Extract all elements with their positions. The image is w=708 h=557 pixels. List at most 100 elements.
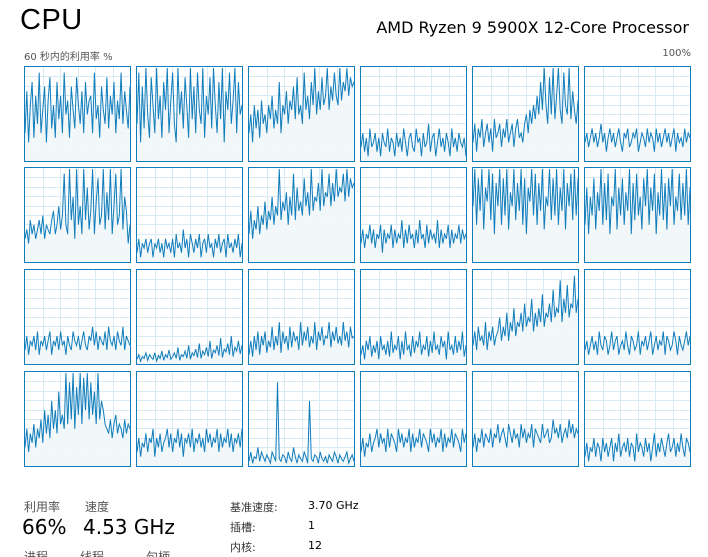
- core-graph-15: [248, 269, 355, 365]
- core-usage-line: [361, 331, 466, 360]
- core-graph-plot: [249, 67, 354, 161]
- core-usage-area: [585, 169, 690, 262]
- core-usage-line: [361, 428, 466, 457]
- core-graph-plot: [585, 168, 690, 262]
- graph-caption: 60 秒内的利用率 %: [24, 52, 113, 63]
- core-usage-line: [137, 229, 242, 258]
- cores-label: 内核:: [230, 541, 256, 554]
- core-graph-1: [24, 66, 131, 162]
- core-graph-plot: [137, 270, 242, 364]
- core-graph-9: [248, 167, 355, 263]
- handles-label: 句柄: [146, 550, 171, 557]
- core-graph-12: [584, 167, 691, 263]
- core-usage-area: [25, 72, 130, 161]
- core-graph-plot: [249, 168, 354, 262]
- core-graph-plot: [473, 270, 578, 364]
- graph-max-label: 100%: [662, 48, 691, 59]
- cores-value: 12: [308, 539, 322, 552]
- core-graph-19: [24, 371, 131, 467]
- core-usage-area: [137, 336, 242, 364]
- core-usage-line: [585, 433, 690, 462]
- core-graph-20: [136, 371, 243, 467]
- sockets-value: 1: [308, 519, 315, 532]
- core-usage-line: [25, 326, 130, 355]
- core-graph-10: [360, 167, 467, 263]
- core-usage-line: [473, 419, 578, 453]
- core-graph-plot: [249, 372, 354, 466]
- core-usage-area: [473, 419, 578, 466]
- core-usage-line: [137, 336, 242, 364]
- core-graph-plot: [473, 67, 578, 161]
- core-graph-14: [136, 269, 243, 365]
- core-usage-line: [473, 168, 578, 235]
- core-graph-18: [584, 269, 691, 365]
- core-usage-area: [473, 68, 578, 161]
- core-graph-plot: [361, 270, 466, 364]
- core-usage-area: [249, 169, 354, 262]
- core-usage-area: [361, 123, 466, 161]
- core-graph-11: [472, 167, 579, 263]
- core-usage-line: [473, 275, 578, 351]
- core-usage-line: [25, 372, 130, 453]
- core-graph-6: [584, 66, 691, 162]
- core-usage-line: [585, 168, 690, 235]
- core-usage-area: [137, 428, 242, 466]
- core-usage-line: [585, 123, 690, 152]
- core-graph-plot: [137, 67, 242, 161]
- core-graph-plot: [585, 67, 690, 161]
- core-graph-plot: [361, 168, 466, 262]
- core-graph-16: [360, 269, 467, 365]
- core-graph-plot: [249, 270, 354, 364]
- core-graph-plot: [585, 270, 690, 364]
- core-graph-22: [360, 371, 467, 467]
- core-graph-plot: [473, 168, 578, 262]
- core-graph-plot: [25, 270, 130, 364]
- utilization-value: 66%: [22, 515, 67, 539]
- core-usage-line: [137, 428, 242, 457]
- core-graph-3: [248, 66, 355, 162]
- core-graph-13: [24, 269, 131, 365]
- core-usage-line: [361, 220, 466, 253]
- processes-label: 进程: [24, 550, 49, 557]
- core-graphs-grid[interactable]: [24, 66, 692, 470]
- core-graph-24: [584, 371, 691, 467]
- core-usage-line: [249, 382, 354, 466]
- base-speed-label: 基准速度:: [230, 501, 278, 514]
- threads-label: 线程: [80, 550, 105, 557]
- sockets-label: 插槽:: [230, 521, 256, 534]
- core-graph-plot: [361, 67, 466, 161]
- core-usage-line: [25, 168, 130, 244]
- page-title: CPU: [20, 4, 83, 36]
- core-graph-plot: [137, 168, 242, 262]
- core-graph-21: [248, 371, 355, 467]
- core-graph-plot: [473, 372, 578, 466]
- core-usage-area: [25, 373, 130, 466]
- core-usage-line: [473, 67, 578, 152]
- core-usage-area: [249, 382, 354, 466]
- core-usage-line: [361, 123, 466, 157]
- core-usage-line: [249, 168, 354, 239]
- core-graph-plot: [585, 372, 690, 466]
- base-speed-value: 3.70 GHz: [308, 499, 359, 512]
- speed-label: 速度: [85, 500, 110, 514]
- core-graph-17: [472, 269, 579, 365]
- core-graph-4: [360, 66, 467, 162]
- core-graph-8: [136, 167, 243, 263]
- core-graph-23: [472, 371, 579, 467]
- core-usage-line: [249, 322, 354, 357]
- core-graph-2: [136, 66, 243, 162]
- core-graph-plot: [25, 372, 130, 466]
- utilization-label: 利用率: [24, 500, 61, 514]
- core-graph-plot: [25, 168, 130, 262]
- core-usage-area: [249, 322, 354, 364]
- processor-name: AMD Ryzen 9 5900X 12-Core Processor: [376, 18, 689, 37]
- core-graph-plot: [361, 372, 466, 466]
- core-graph-plot: [25, 67, 130, 161]
- speed-value: 4.53 GHz: [83, 515, 175, 539]
- core-usage-area: [361, 428, 466, 466]
- core-graph-7: [24, 167, 131, 263]
- core-usage-line: [585, 331, 690, 355]
- core-graph-5: [472, 66, 579, 162]
- core-graph-plot: [137, 372, 242, 466]
- core-usage-line: [25, 72, 130, 143]
